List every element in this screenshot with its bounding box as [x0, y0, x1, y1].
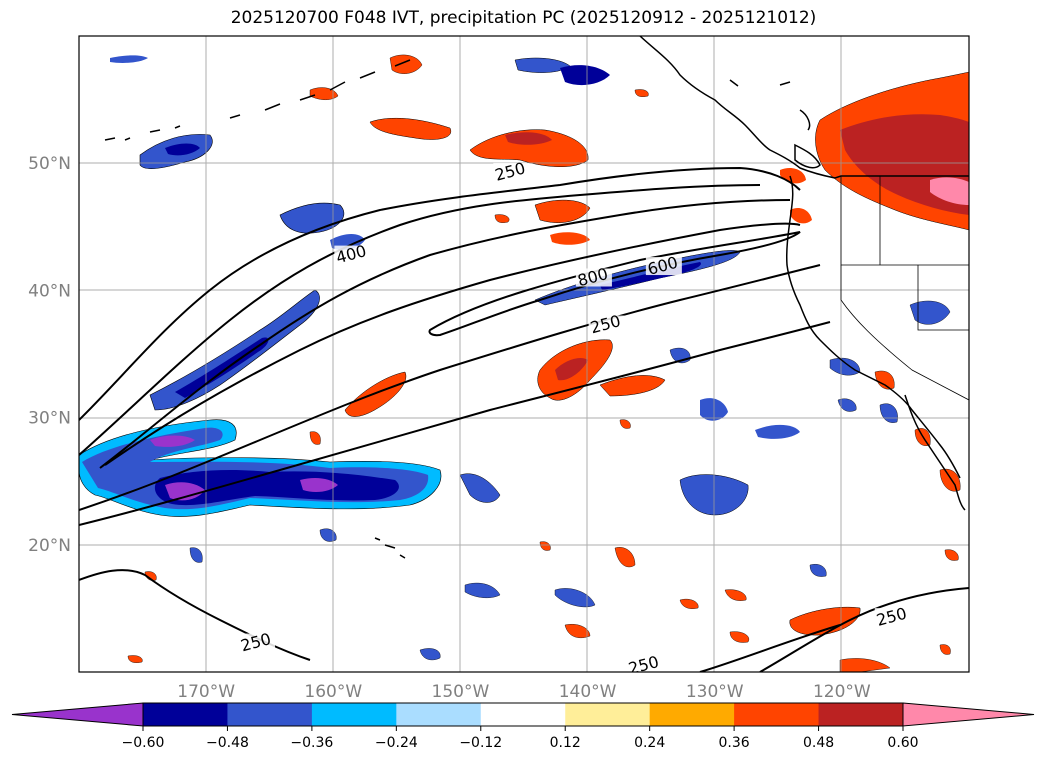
lat-label: 50°N — [28, 154, 71, 174]
colorbar-extend-max — [902, 702, 1035, 727]
ivt-contour-label: 250 — [626, 652, 660, 678]
colorbar-tick-label: −0.12 — [459, 735, 502, 751]
lon-label: 150°W — [432, 682, 490, 702]
colorbar-tick-label: 0.12 — [550, 735, 581, 751]
contour-label-bg — [334, 245, 371, 264]
colorbar-tick-label: −0.36 — [290, 735, 333, 751]
contour-label-bg — [874, 608, 911, 627]
lon-label: 120°W — [813, 682, 871, 702]
colorbar-swatch — [311, 703, 397, 726]
colorbar-swatch — [396, 703, 482, 726]
colorbar-frame — [142, 702, 904, 727]
lon-label: 170°W — [177, 682, 235, 702]
contour-label-bg — [239, 633, 275, 652]
lon-label: 130°W — [686, 682, 744, 702]
colorbar-extend-min — [11, 702, 144, 727]
colorbar-tick-label: 0.36 — [719, 735, 750, 751]
colorbar-swatch — [480, 703, 566, 726]
coastlines — [104, 36, 969, 559]
colorbar-swatch — [649, 703, 735, 726]
lon-label: 140°W — [559, 682, 617, 702]
colorbar-swatch — [143, 703, 228, 726]
colorbar: −0.60 −0.48 −0.36 −0.24 −0.12 0.12 0.24 0.36 0.4… — [11, 702, 1035, 751]
negative-precip-shading — [79, 55, 951, 661]
colorbar-tick-label: 0.48 — [803, 735, 834, 751]
colorbar-swatch — [565, 703, 651, 726]
colorbar-swatch — [227, 703, 313, 726]
graticule — [79, 36, 969, 672]
map-title: 2025120700 F048 IVT, precipitation PC (2… — [230, 8, 817, 28]
colorbar-tick-label: 0.60 — [887, 735, 918, 751]
colorbar-tick-label: −0.60 — [122, 735, 165, 751]
lat-label: 40°N — [28, 281, 71, 301]
colorbar-swatch — [818, 703, 904, 726]
positive-precip-shading — [127, 54, 969, 672]
colorbar-tick-label: −0.24 — [375, 735, 418, 751]
lon-label: 160°W — [304, 682, 362, 702]
lat-label: 30°N — [28, 409, 71, 429]
contour-label-bg — [626, 656, 663, 672]
contour-label-bg — [493, 162, 530, 181]
contour-label-bg — [588, 315, 625, 334]
contour-label-bg — [645, 257, 682, 276]
lat-label: 20°N — [28, 536, 71, 556]
map-frame — [78, 35, 970, 673]
colorbar-swatch — [734, 703, 820, 726]
latitude-labels: 50°N 40°N 30°N 20°N — [28, 154, 71, 556]
colorbar-tick-label: −0.48 — [206, 735, 249, 751]
contour-label-bg — [575, 268, 612, 287]
colorbar-tick-label: 0.24 — [634, 735, 665, 751]
longitude-labels: 170°W 160°W 150°W 140°W 130°W 120°W — [177, 682, 871, 702]
